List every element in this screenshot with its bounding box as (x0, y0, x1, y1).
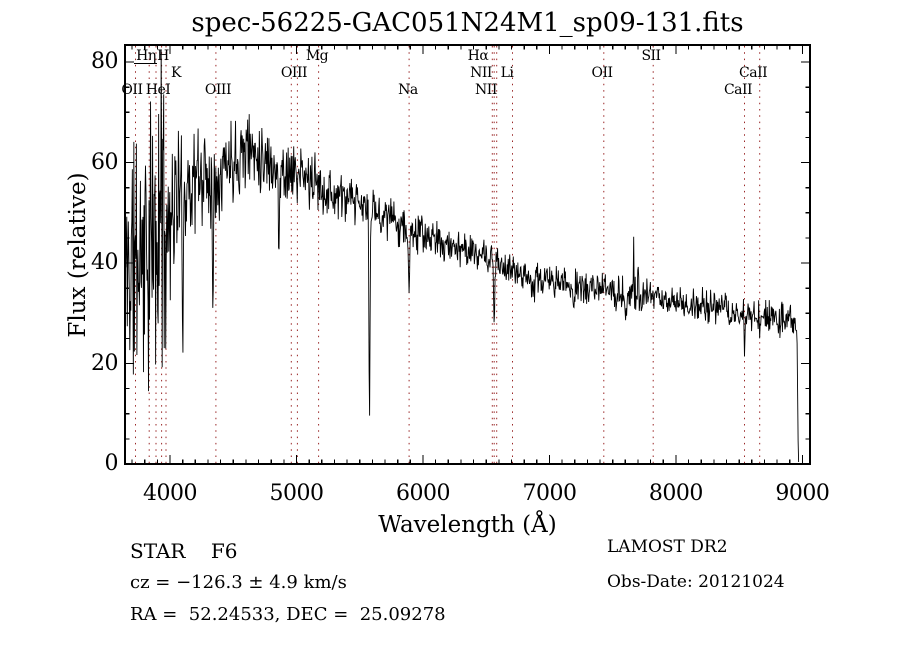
spectral-line-label: OIII (204, 82, 232, 98)
x-tick-label: 4000 (143, 481, 198, 506)
y-tick-label: 20 (91, 350, 119, 376)
spectral-line-label: HeI (145, 82, 171, 98)
spectral-line-label: OIII (280, 65, 308, 81)
spectral-line-label: Mg (305, 48, 329, 64)
y-tick-label: 40 (91, 250, 119, 276)
x-tick-label: 6000 (395, 481, 451, 506)
x-tick-label: 8000 (648, 481, 704, 506)
spectrum-trace (125, 50, 800, 463)
spectral-line-label: CaII (739, 65, 768, 81)
spectral-line-label: SII (641, 48, 661, 64)
spectral-line-label: OII (121, 82, 143, 98)
x-tick-label: 7000 (522, 481, 577, 506)
coordinates-annotation: RA = 52.24533, DEC = 25.09278 (130, 604, 446, 625)
y-tick-label: 60 (91, 149, 119, 175)
spectral-line-grid (135, 46, 761, 463)
x-tick-label: 9000 (775, 481, 830, 506)
axis-ticks (125, 45, 810, 465)
spectral-line-label: Li (500, 65, 514, 81)
object-class-annotation: STAR F6 (130, 539, 238, 563)
spectral-line-label: NII (475, 82, 497, 98)
x-tick-label: 5000 (269, 481, 325, 506)
plot-title: spec-56225-GAC051N24M1_sp09-131.fits (191, 8, 744, 38)
spectral-line-label: CaII (723, 82, 753, 98)
plot-border (124, 44, 811, 465)
x-axis-title: Wavelength (Å) (378, 512, 557, 538)
spectral-line-label: Hη (136, 48, 156, 64)
spectral-line-label: H (157, 48, 169, 64)
y-tick-label: 80 (91, 49, 119, 75)
axes-frame (124, 44, 811, 465)
spectral-line-label: NII (470, 65, 492, 81)
spectral-line-label: Hα (467, 48, 489, 64)
spectral-line-label: Na (398, 82, 418, 98)
survey-annotation: LAMOST DR2 (607, 537, 728, 557)
radial-velocity-annotation: cz = −126.3 ± 4.9 km/s (130, 572, 347, 593)
spectral-line-label: OII (591, 65, 614, 81)
spectral-line-label: K (170, 65, 181, 81)
y-tick-label: 0 (104, 451, 119, 476)
obs-date-annotation: Obs-Date: 20121024 (607, 572, 785, 592)
